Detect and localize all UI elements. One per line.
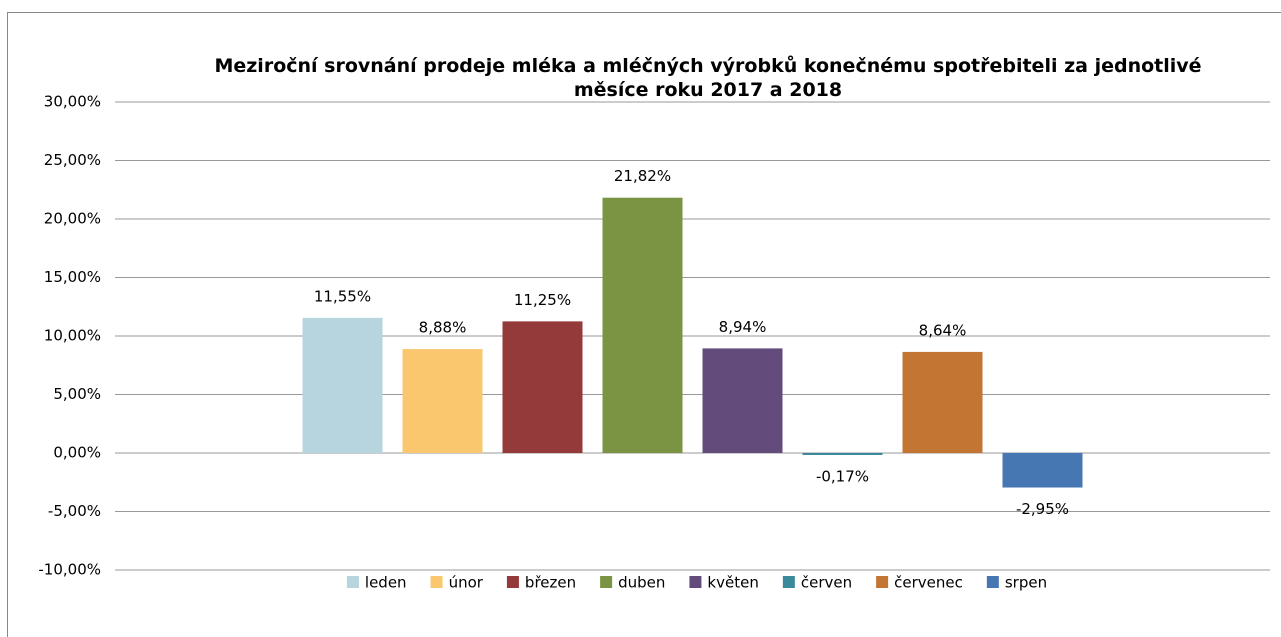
bar xyxy=(902,351,983,453)
bar xyxy=(502,321,583,453)
y-tick-label: 20,00% xyxy=(44,210,101,228)
legend-label: březen xyxy=(525,574,576,592)
y-tick-label: 10,00% xyxy=(44,327,101,345)
bar xyxy=(802,453,883,455)
legend-label: duben xyxy=(618,574,665,592)
bar xyxy=(1002,453,1083,488)
bar xyxy=(302,317,383,453)
data-label: 8,88% xyxy=(419,319,467,337)
bar xyxy=(602,197,683,453)
bar xyxy=(702,348,783,453)
y-tick-label: 5,00% xyxy=(53,385,101,403)
legend-label: únor xyxy=(449,574,484,592)
y-tick-label: 30,00% xyxy=(44,93,101,111)
legend-label: srpen xyxy=(1005,574,1047,592)
legend-swatch xyxy=(782,576,795,588)
data-label: -2,95% xyxy=(1016,500,1069,518)
y-tick-label: -5,00% xyxy=(48,502,101,520)
chart-title: Meziroční srovnání prodeje mléka a mléčn… xyxy=(214,55,1202,101)
y-tick-label: 25,00% xyxy=(44,151,101,169)
y-tick-label: 0,00% xyxy=(53,444,101,462)
data-label: 21,82% xyxy=(614,167,671,185)
legend-swatch xyxy=(986,576,999,588)
y-tick-label: -10,00% xyxy=(38,561,101,579)
legend-label: leden xyxy=(365,574,407,592)
legend-swatch xyxy=(506,576,519,588)
legend-label: květen xyxy=(707,574,758,592)
data-label: -0,17% xyxy=(816,467,869,485)
legend-swatch xyxy=(689,576,702,588)
y-tick-label: 15,00% xyxy=(44,268,101,286)
legend-label: červenec xyxy=(894,574,963,592)
data-label: 11,25% xyxy=(514,291,571,309)
legend-swatch xyxy=(876,576,889,588)
data-label: 11,55% xyxy=(314,287,371,305)
legend-swatch xyxy=(600,576,613,588)
legend-label: červen xyxy=(801,574,852,592)
data-label: 8,94% xyxy=(719,318,767,336)
legend-swatch xyxy=(430,576,443,588)
bar xyxy=(402,349,483,453)
data-label: 8,64% xyxy=(919,321,967,339)
legend-swatch xyxy=(346,576,359,588)
